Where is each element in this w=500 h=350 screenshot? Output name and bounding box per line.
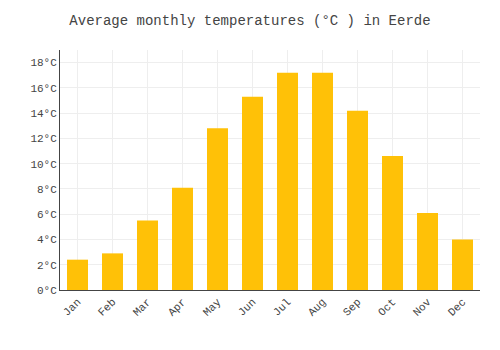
svg-text:Oct: Oct [376, 296, 398, 318]
svg-text:Jun: Jun [236, 296, 258, 318]
svg-text:4°C: 4°C [37, 234, 57, 246]
svg-text:8°C: 8°C [37, 184, 57, 196]
svg-text:12°C: 12°C [30, 133, 57, 145]
svg-text:Jan: Jan [61, 296, 83, 318]
svg-text:Nov: Nov [411, 296, 434, 319]
svg-text:0°C: 0°C [37, 285, 57, 297]
svg-text:Average monthly temperatures (: Average monthly temperatures (°C ) in Ee… [69, 13, 430, 29]
svg-text:Feb: Feb [96, 296, 118, 318]
svg-text:Aug: Aug [306, 296, 328, 318]
svg-text:Sep: Sep [341, 296, 363, 318]
svg-text:Apr: Apr [166, 296, 188, 318]
svg-text:2°C: 2°C [37, 260, 57, 272]
svg-text:6°C: 6°C [37, 209, 57, 221]
svg-text:16°C: 16°C [30, 83, 57, 95]
svg-text:14°C: 14°C [30, 108, 57, 120]
svg-text:Mar: Mar [131, 296, 153, 318]
svg-text:10°C: 10°C [30, 159, 57, 171]
svg-text:18°C: 18°C [30, 57, 57, 69]
svg-text:Dec: Dec [446, 296, 468, 318]
svg-text:May: May [201, 296, 224, 319]
svg-text:Jul: Jul [271, 296, 293, 318]
